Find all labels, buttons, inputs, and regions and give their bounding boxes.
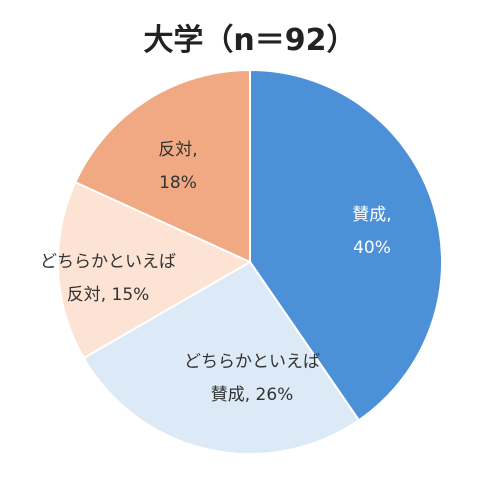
slice-label-line1-3: 反対,	[158, 140, 197, 160]
pie-slices	[57, 69, 443, 455]
slice-label-2: どちらかといえば反対, 15%	[40, 252, 176, 305]
pie-slice-3	[74, 69, 251, 263]
slice-label-line1-2: どちらかといえば	[40, 252, 176, 272]
slice-label-line2-1: 賛成, 26%	[211, 385, 294, 405]
pie-labels: 賛成, 40%どちらかといえば賛成, 26%どちらかといえば反対, 15%反対, 1…	[40, 140, 392, 405]
pie-slice-0	[249, 69, 443, 422]
pie-slice-2	[57, 181, 251, 359]
slice-label-line1-0: 賛成,	[352, 205, 391, 225]
slice-label-line2-3: 18%	[159, 173, 197, 193]
pie-slice-1	[82, 261, 360, 455]
slice-label-line2-0: 40%	[353, 238, 391, 258]
slice-label-line2-2: 反対, 15%	[67, 285, 150, 305]
slice-label-line1-1: どちらかといえば	[184, 352, 320, 372]
slice-label-3: 反対, 18%	[158, 140, 197, 193]
chart-title: 大学（n＝92）	[143, 23, 356, 58]
slice-label-1: どちらかといえば賛成, 26%	[184, 352, 320, 405]
slice-label-0: 賛成, 40%	[352, 205, 391, 258]
